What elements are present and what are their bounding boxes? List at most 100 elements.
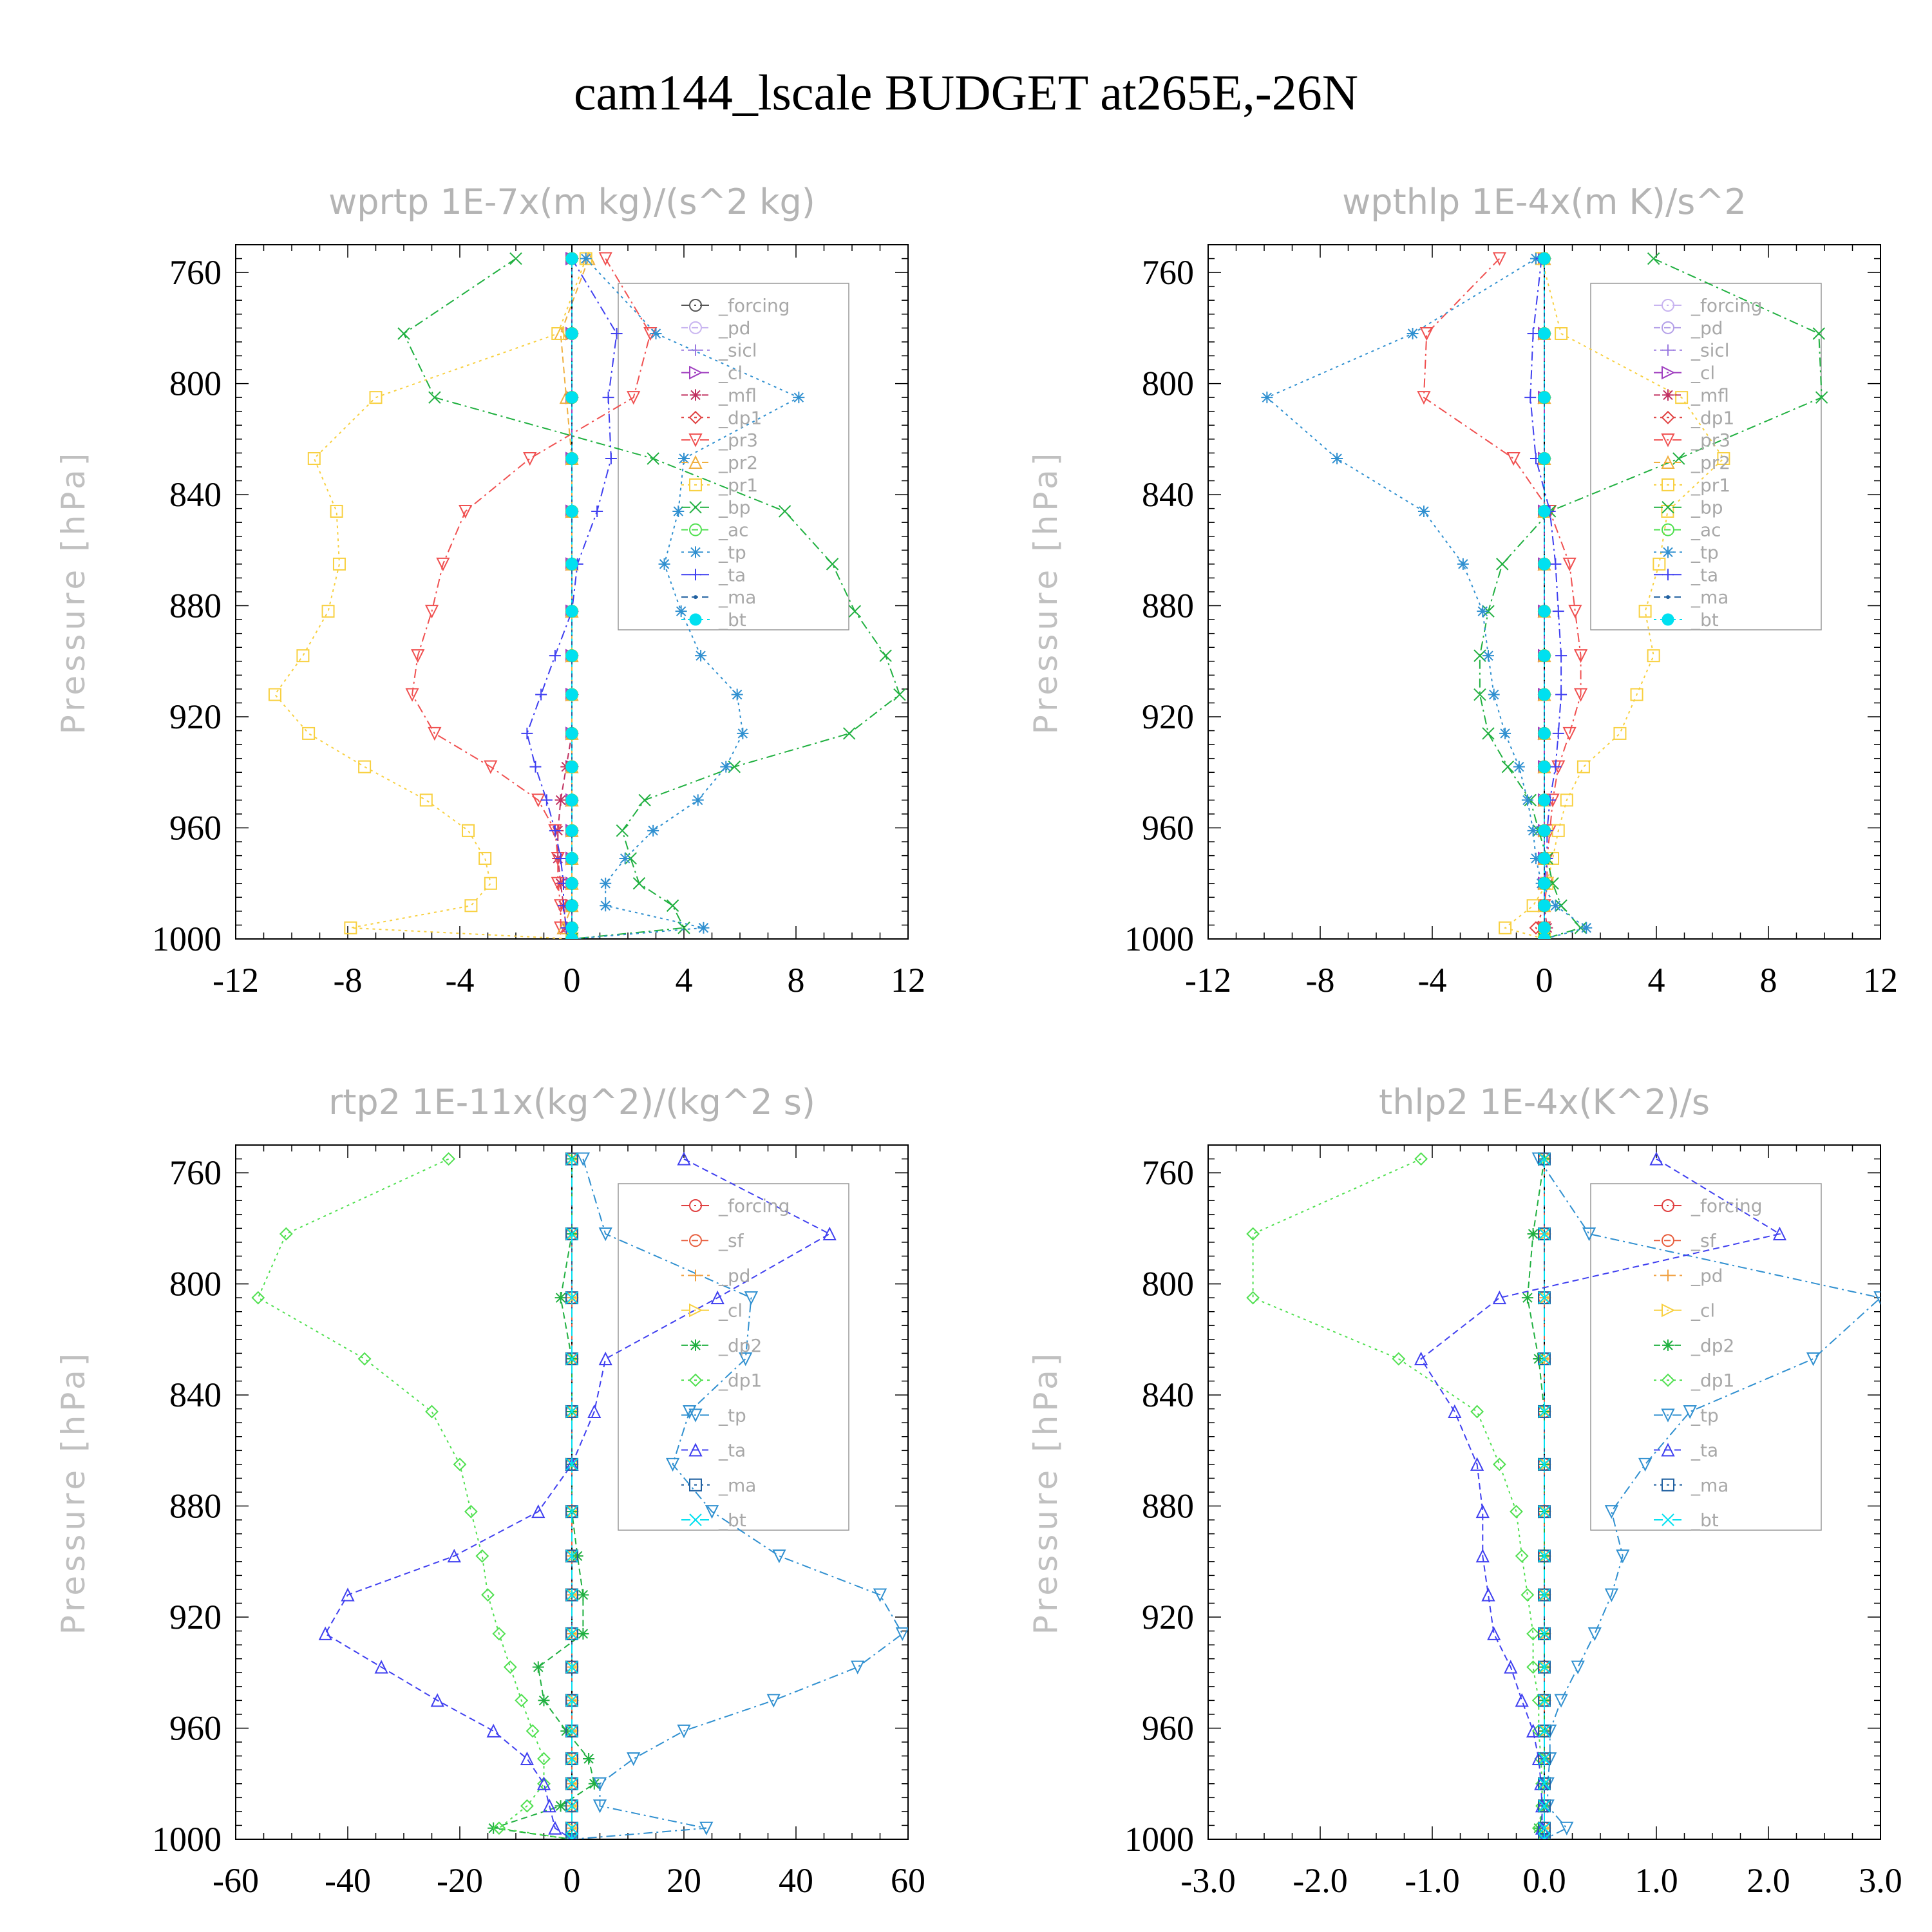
- data-point: [436, 557, 450, 572]
- data-point: [1555, 650, 1567, 662]
- x-tick-label: 12: [891, 961, 925, 999]
- data-point: [1580, 922, 1593, 934]
- data-point: [710, 1290, 724, 1305]
- data-point: [1457, 558, 1469, 570]
- data-point: [341, 1587, 355, 1602]
- series-line: [274, 258, 587, 939]
- legend-label: _pr1: [1690, 475, 1730, 496]
- data-point: [1538, 688, 1551, 701]
- data-point: [677, 922, 690, 934]
- x-tick-label: 8: [1760, 961, 1777, 999]
- x-tick-label: -40: [325, 1861, 371, 1900]
- data-point: [1538, 1588, 1551, 1602]
- y-axis-title: Pressure [hPa]: [55, 450, 92, 735]
- x-tick-label: 0: [1536, 961, 1553, 999]
- data-point: [1587, 1627, 1602, 1642]
- legend-label: _tp: [718, 542, 746, 563]
- data-point: [879, 649, 892, 662]
- legend-marker: [689, 613, 702, 626]
- data-point: [1538, 761, 1551, 773]
- data-point: [1815, 391, 1828, 404]
- data-point: [565, 1752, 578, 1765]
- legend-label: _bt: [718, 609, 746, 630]
- data-point: [462, 824, 475, 837]
- data-point: [1527, 327, 1539, 339]
- legend-box: [618, 283, 849, 630]
- legend-marker: [689, 1478, 702, 1492]
- data-point: [1538, 1405, 1551, 1418]
- data-point: [302, 726, 316, 740]
- data-point: [1604, 1588, 1619, 1602]
- legend-label: _sicl: [718, 340, 757, 361]
- x-tick-label: -8: [334, 961, 363, 999]
- data-point: [554, 1292, 567, 1304]
- chart-panel: thlp2 1E-4x(K^2)/s Pressure [hPa] 760 800 84…: [1027, 1082, 1902, 1900]
- data-point: [358, 760, 372, 773]
- legend-marker: [689, 1234, 702, 1247]
- data-point: [588, 1777, 600, 1790]
- data-point: [565, 1694, 578, 1707]
- data-point: [1538, 793, 1551, 806]
- y-tick-label: 840: [169, 1376, 222, 1414]
- data-point: [1538, 252, 1551, 265]
- data-point: [565, 1152, 578, 1166]
- y-tick-label: 800: [169, 1265, 222, 1303]
- data-point: [1477, 605, 1489, 618]
- data-point: [1647, 649, 1660, 663]
- data-point: [1538, 1505, 1551, 1518]
- legend-marker: [1662, 546, 1674, 558]
- data-point: [647, 452, 659, 465]
- data-point: [1246, 1291, 1260, 1305]
- legend-marker: [1662, 1303, 1676, 1318]
- data-point: [542, 1799, 556, 1813]
- data-point: [411, 649, 425, 663]
- legend-marker: [689, 1303, 703, 1318]
- legend-label: _dp2: [1690, 1335, 1734, 1356]
- data-point: [1538, 933, 1551, 939]
- data-point: [1515, 1549, 1529, 1563]
- data-point: [577, 1589, 589, 1601]
- data-point: [772, 1549, 786, 1564]
- legend-label: _dp1: [718, 1370, 762, 1391]
- data-point: [1482, 727, 1495, 740]
- data-point: [1261, 392, 1273, 404]
- data-point: [1573, 688, 1588, 702]
- data-point: [1647, 252, 1660, 265]
- data-point: [1526, 1723, 1540, 1738]
- data-point: [1506, 452, 1520, 466]
- data-point: [1873, 1291, 1880, 1305]
- legend-marker: [1662, 1269, 1674, 1282]
- data-point: [1482, 650, 1494, 662]
- data-point: [492, 1821, 506, 1835]
- data-point: [428, 391, 441, 404]
- data-point: [330, 504, 343, 518]
- data-point: [592, 1799, 607, 1814]
- y-tick-label: 880: [1142, 587, 1194, 625]
- series-line: [1423, 258, 1582, 939]
- legend-marker: [1661, 1443, 1675, 1457]
- legend-label: _cl: [1690, 1300, 1715, 1321]
- data-point: [580, 252, 592, 265]
- data-point: [658, 558, 670, 570]
- data-point: [1487, 1626, 1501, 1640]
- data-point: [1448, 1404, 1462, 1418]
- data-point: [1496, 558, 1509, 571]
- data-point: [1638, 605, 1652, 618]
- data-point: [731, 688, 743, 701]
- data-point: [737, 727, 749, 739]
- data-point: [766, 1694, 781, 1708]
- data-point: [692, 794, 704, 806]
- data-point: [321, 605, 335, 618]
- x-tick-label: 40: [779, 1861, 813, 1900]
- y-tick-label: 800: [1142, 365, 1194, 403]
- data-point: [565, 922, 578, 934]
- data-point: [1560, 1821, 1574, 1835]
- data-point: [397, 327, 410, 340]
- data-point: [1538, 1352, 1551, 1365]
- legend-marker: [1662, 1199, 1674, 1212]
- y-tick-label: 880: [169, 587, 222, 625]
- legend-marker: [689, 321, 702, 334]
- data-point: [591, 505, 603, 517]
- data-point: [565, 1627, 578, 1640]
- legend-marker: [688, 410, 703, 424]
